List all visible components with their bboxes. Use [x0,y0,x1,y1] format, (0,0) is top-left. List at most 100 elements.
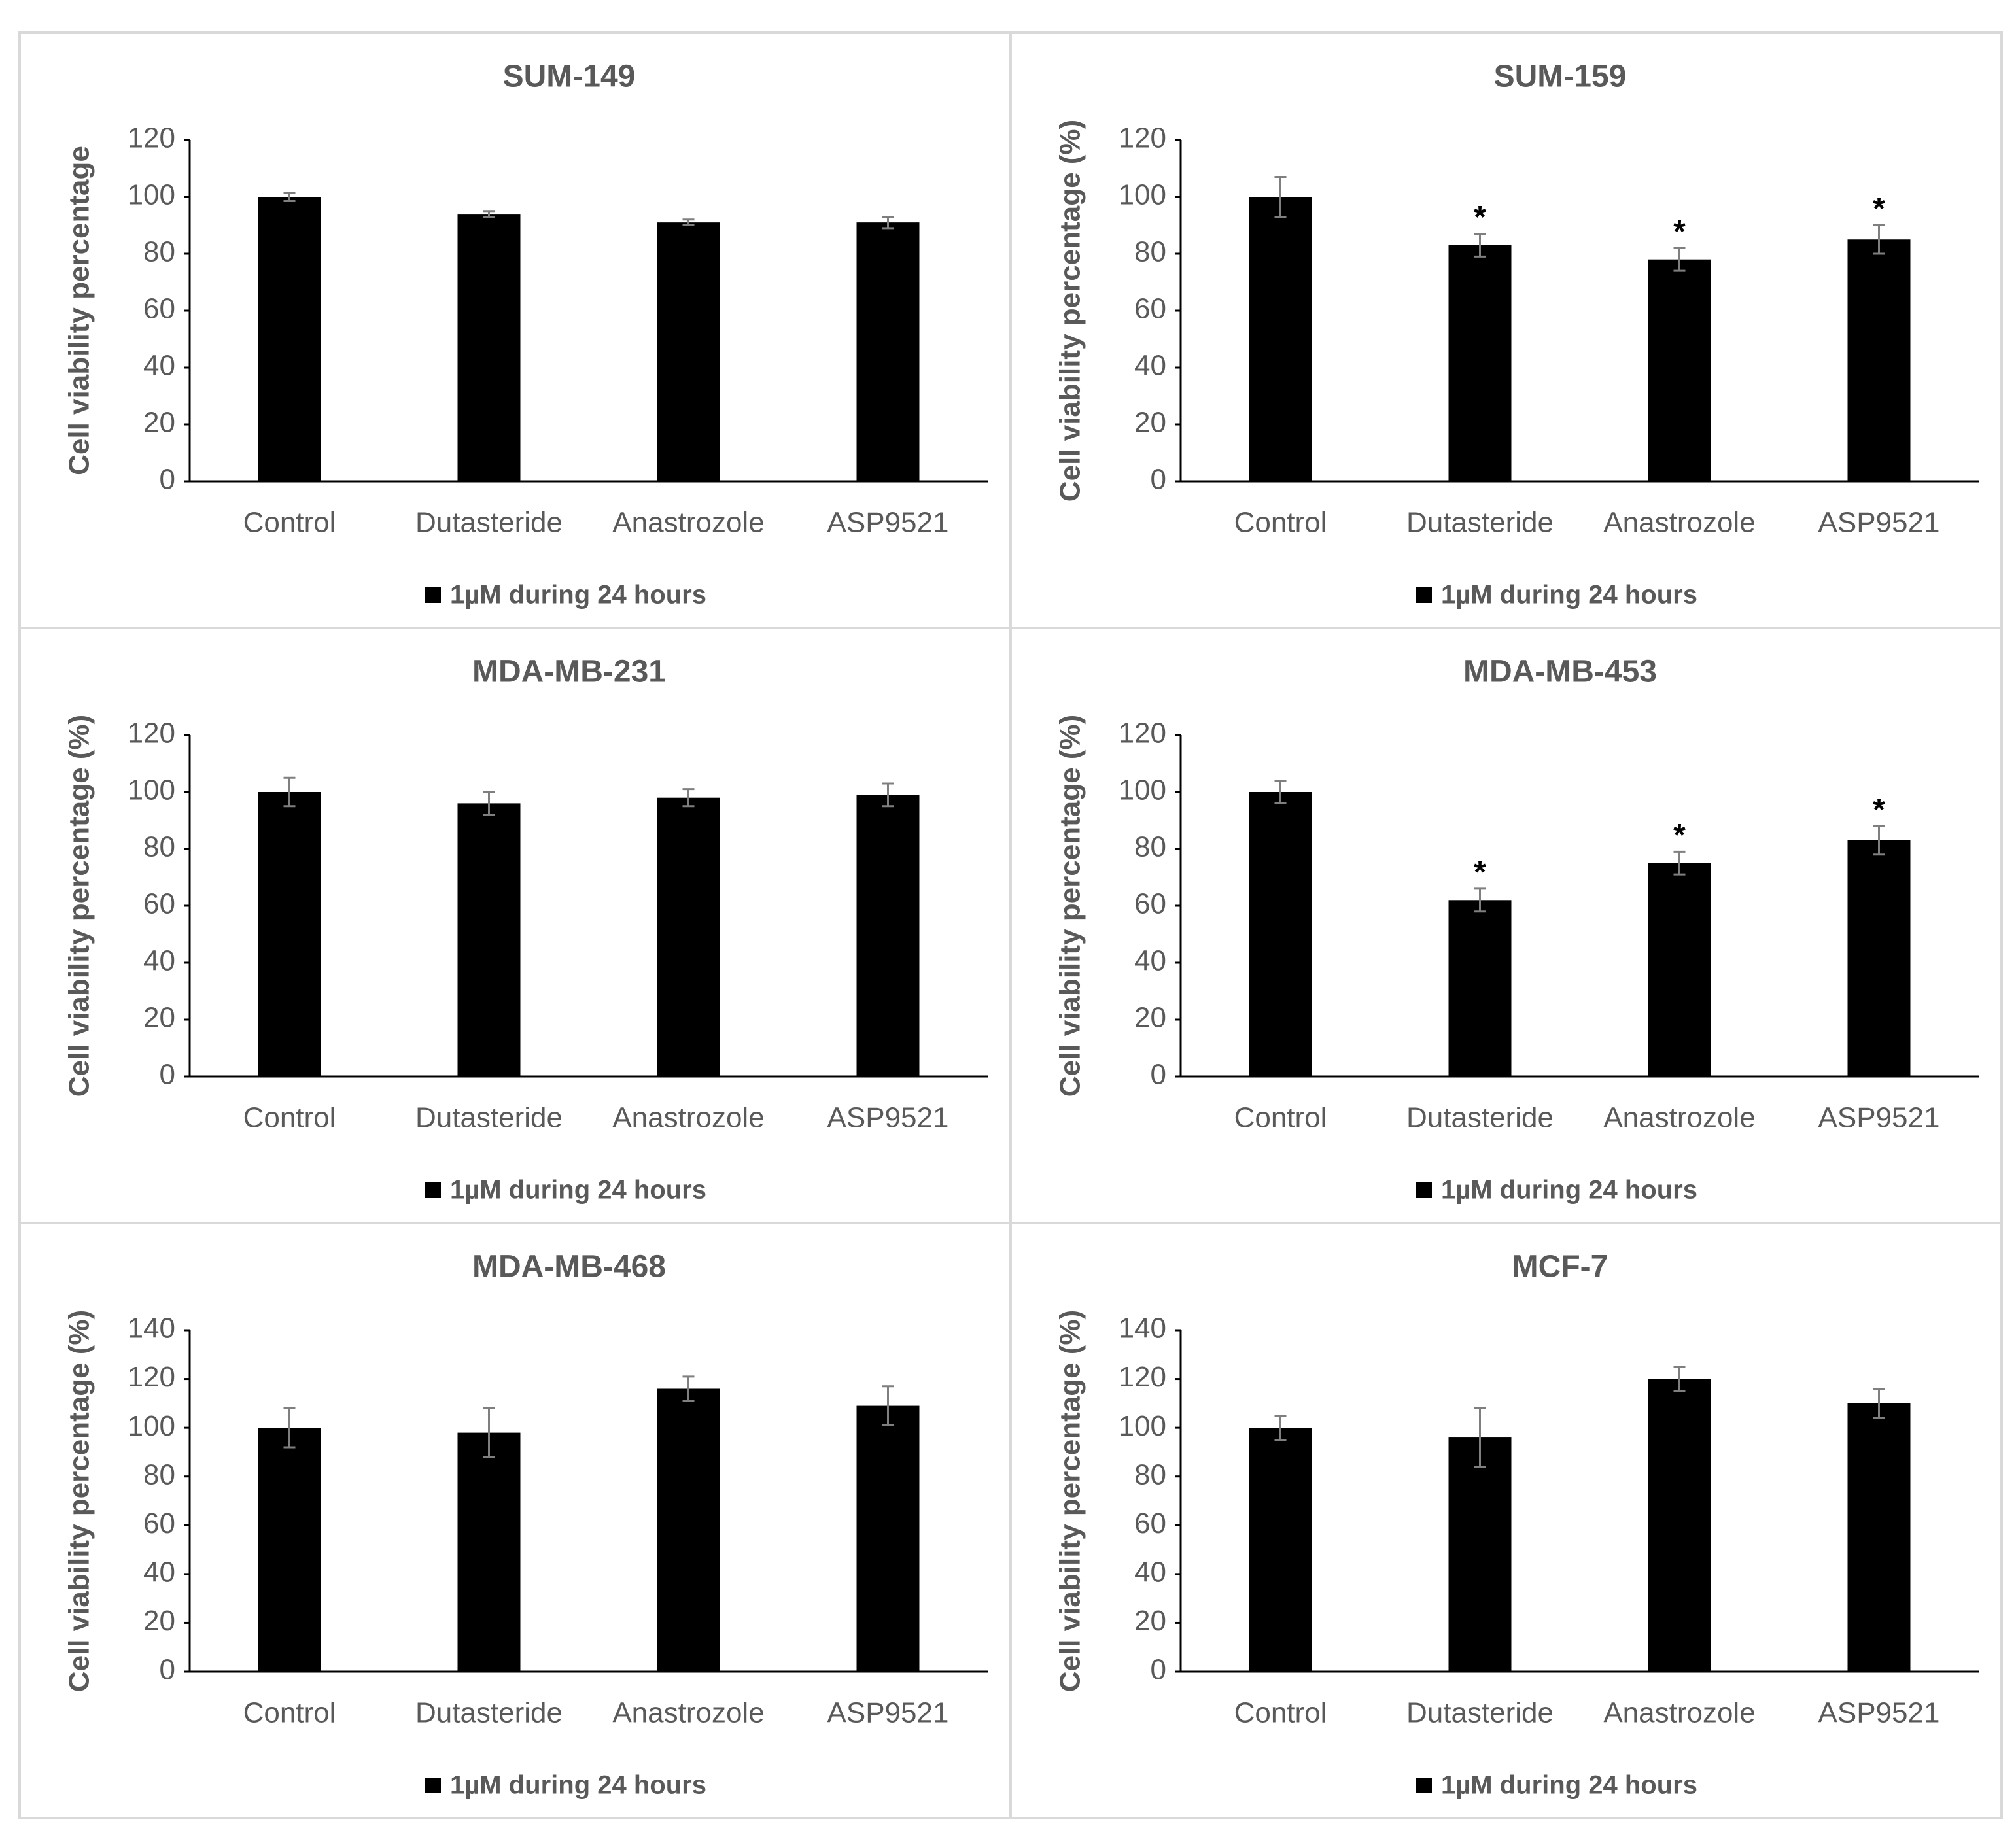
x-tick-label: ASP9521 [1818,1697,1940,1729]
x-tick-label: Control [1234,1697,1327,1729]
legend-label: 1µM during 24 hours [1441,581,1697,610]
x-tick-label: Anastrozole [612,1102,764,1134]
error-bar [1274,780,1287,804]
y-tick-label: 60 [1134,888,1166,920]
y-tick-label: 60 [1134,293,1166,325]
x-tick-label: Control [1234,1102,1327,1134]
y-tick-label: 60 [1134,1507,1166,1540]
legend-label: 1µM during 24 hours [450,1771,706,1800]
error-bar [1873,825,1885,856]
error-bar [1274,1415,1287,1441]
y-tick-label: 0 [1151,1059,1166,1091]
x-tick-label: Anastrozole [612,507,764,539]
chart-title: SUM-149 [503,60,636,94]
legend-swatch [1416,1778,1432,1793]
x-tick-label: Dutasteride [415,507,563,539]
error-bar [882,215,894,230]
y-axis-label: Cell viability percentage [63,146,96,475]
error-bar [283,191,296,203]
chart-title: MDA-MB-231 [472,655,666,689]
x-tick-label: Anastrozole [1603,1102,1755,1134]
bar [1648,259,1711,481]
x-tick-label: ASP9521 [827,507,949,539]
y-tick-label: 20 [1134,1605,1166,1637]
bar [457,214,521,481]
error-bar [682,788,695,808]
y-tick-label: 0 [160,1654,175,1686]
bar [1847,840,1911,1076]
bar [1249,1428,1312,1672]
x-tick-label: Anastrozole [1603,1697,1755,1729]
y-axis-label: Cell viability percentage (%) [1054,1310,1086,1692]
error-bar [1474,887,1486,913]
legend-swatch [1416,587,1432,603]
error-bar [1474,233,1486,258]
significance-mark: * [1673,818,1686,853]
bar [457,803,521,1076]
x-tick-label: ASP9521 [827,1102,949,1134]
y-tick-label: 60 [143,888,175,920]
error-bar [682,1375,695,1402]
y-tick-label: 20 [143,1002,175,1034]
error-bar [483,210,495,218]
y-tick-label: 0 [160,1059,175,1091]
significance-mark: * [1474,200,1486,235]
legend-swatch [425,1182,441,1198]
y-axis-label: Cell viability percentage (%) [63,715,96,1097]
significance-mark: * [1873,192,1885,226]
significance-mark: * [1873,793,1885,827]
x-tick-label: Control [1234,507,1327,539]
bar [856,1405,920,1672]
x-tick-label: ASP9521 [827,1697,949,1729]
legend-label: 1µM during 24 hours [450,1176,706,1205]
y-tick-label: 120 [1119,717,1166,749]
bar [1448,245,1512,481]
y-tick-label: 100 [1119,774,1166,806]
y-tick-label: 120 [1119,1361,1166,1393]
x-tick-label: Control [243,1102,336,1134]
chart-title: SUM-159 [1494,60,1627,94]
y-tick-label: 40 [1134,945,1166,977]
error-bar [1274,176,1287,218]
error-bar [483,1407,495,1458]
significance-mark: * [1474,855,1486,890]
y-tick-label: 80 [1134,1458,1166,1490]
x-tick-label: Dutasteride [1406,507,1554,539]
y-tick-label: 80 [1134,831,1166,863]
x-tick-label: Dutasteride [415,1102,563,1134]
y-tick-label: 40 [143,1556,175,1588]
y-tick-label: 0 [1151,1654,1166,1686]
y-tick-label: 100 [1119,179,1166,211]
y-tick-label: 80 [143,1458,175,1490]
error-bar [882,1385,894,1426]
x-tick-label: Control [243,507,336,539]
bar [856,222,920,481]
legend-label: 1µM during 24 hours [1441,1176,1697,1205]
error-bar [1673,850,1686,876]
bar [258,792,321,1076]
y-tick-label: 120 [128,122,175,154]
error-bar [1873,1387,1885,1419]
bar [457,1432,521,1672]
y-tick-label: 40 [1134,350,1166,382]
bar [258,197,321,481]
y-axis-label: Cell viability percentage (%) [1054,120,1086,502]
error-bar [1474,1407,1486,1468]
chart-title: MDA-MB-468 [472,1250,666,1284]
error-bar [1673,1366,1686,1392]
chart-title: MCF-7 [1512,1250,1608,1284]
x-tick-label: Dutasteride [1406,1102,1554,1134]
error-bar [483,791,495,816]
legend-swatch [425,587,441,603]
y-tick-label: 100 [128,179,175,211]
error-bar [283,1407,296,1449]
y-axis-label: Cell viability percentage (%) [1054,715,1086,1097]
bar [657,797,720,1076]
error-bar [682,218,695,226]
x-tick-label: Dutasteride [1406,1697,1554,1729]
bar [1847,1403,1911,1672]
y-tick-label: 0 [160,464,175,496]
bar [856,795,920,1076]
